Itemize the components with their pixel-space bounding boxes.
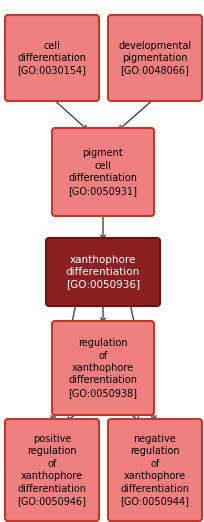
Text: xanthophore
differentiation
[GO:0050936]: xanthophore differentiation [GO:0050936] <box>65 255 140 289</box>
Text: pigment
cell
differentiation
[GO:0050931]: pigment cell differentiation [GO:0050931… <box>68 148 137 196</box>
Text: regulation
of
xanthophore
differentiation
[GO:0050938]: regulation of xanthophore differentiatio… <box>68 338 137 398</box>
Text: positive
regulation
of
xanthophore
differentiation
[GO:0050946]: positive regulation of xanthophore diffe… <box>17 434 86 506</box>
Text: developmental
pigmentation
[GO:0048066]: developmental pigmentation [GO:0048066] <box>118 41 191 75</box>
FancyBboxPatch shape <box>52 128 153 216</box>
Text: negative
regulation
of
xanthophore
differentiation
[GO:0050944]: negative regulation of xanthophore diffe… <box>120 434 188 506</box>
FancyBboxPatch shape <box>5 15 99 101</box>
Text: cell
differentiation
[GO:0030154]: cell differentiation [GO:0030154] <box>17 41 86 75</box>
FancyBboxPatch shape <box>52 321 153 415</box>
FancyBboxPatch shape <box>46 238 159 306</box>
FancyBboxPatch shape <box>108 15 201 101</box>
FancyBboxPatch shape <box>108 419 201 521</box>
FancyBboxPatch shape <box>5 419 99 521</box>
